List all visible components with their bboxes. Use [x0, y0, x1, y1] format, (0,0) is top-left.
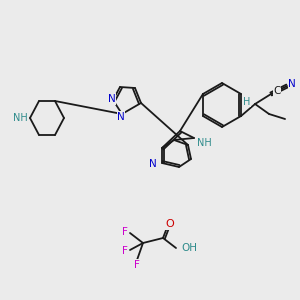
Text: H: H [243, 97, 251, 107]
Text: OH: OH [181, 243, 197, 253]
Text: F: F [134, 260, 140, 270]
Text: O: O [166, 219, 174, 229]
Text: C: C [273, 86, 281, 96]
Text: NH: NH [13, 113, 28, 123]
Text: F: F [122, 246, 128, 256]
Text: NH: NH [197, 138, 212, 148]
Text: F: F [122, 227, 128, 237]
Text: N: N [149, 159, 157, 169]
Text: N: N [108, 94, 116, 104]
Text: N: N [117, 112, 125, 122]
Text: N: N [288, 79, 296, 89]
